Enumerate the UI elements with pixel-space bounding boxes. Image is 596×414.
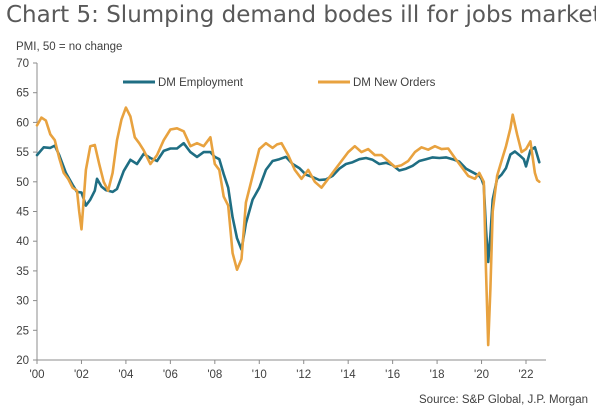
- x-tick-label: '08: [207, 369, 222, 381]
- y-tick-label: 30: [16, 296, 29, 308]
- y-tick-label: 35: [16, 266, 29, 278]
- y-axis-label: PMI, 50 = no change: [16, 41, 123, 53]
- legend-label-dm-new-orders: DM New Orders: [353, 77, 436, 89]
- y-tick-label: 60: [16, 117, 29, 129]
- series-line-dm-employment: [35, 141, 541, 264]
- y-tick-label: 25: [16, 325, 29, 337]
- y-tick-label: 20: [16, 355, 29, 367]
- x-tick-label: '06: [163, 369, 178, 381]
- x-tick-label: '12: [296, 369, 311, 381]
- series-line-dm-new-orders: [35, 106, 541, 347]
- x-tick-label: '14: [341, 369, 357, 381]
- x-tick-label: '18: [430, 369, 445, 381]
- chart-legend: DM Employment DM New Orders: [123, 77, 436, 89]
- chart-series: [35, 106, 541, 347]
- x-tick-label: '02: [74, 369, 89, 381]
- y-tick-label: 40: [16, 236, 29, 248]
- y-tick-label: 70: [16, 58, 29, 70]
- x-tick-label: '10: [252, 369, 267, 381]
- x-tick-label: '04: [118, 369, 134, 381]
- x-tick-label: '20: [474, 369, 489, 381]
- y-tick-label: 55: [16, 147, 29, 159]
- x-tick-label: '22: [518, 369, 533, 381]
- x-tick-label: '00: [30, 369, 45, 381]
- source-note: Source: S&P Global, J.P. Morgan: [419, 394, 588, 406]
- y-tick-label: 45: [16, 207, 29, 219]
- legend-label-dm-employment: DM Employment: [158, 77, 244, 89]
- y-tick-label: 65: [16, 88, 29, 100]
- chart-title: Chart 5: Slumping demand bodes ill for j…: [6, 2, 596, 28]
- x-tick-label: '16: [385, 369, 400, 381]
- y-tick-label: 50: [16, 177, 29, 189]
- chart-axes: 20 25 30 35 40 45 50 55 60 65 70 '00 '02 '04 '06 '08 '10…: [16, 58, 546, 381]
